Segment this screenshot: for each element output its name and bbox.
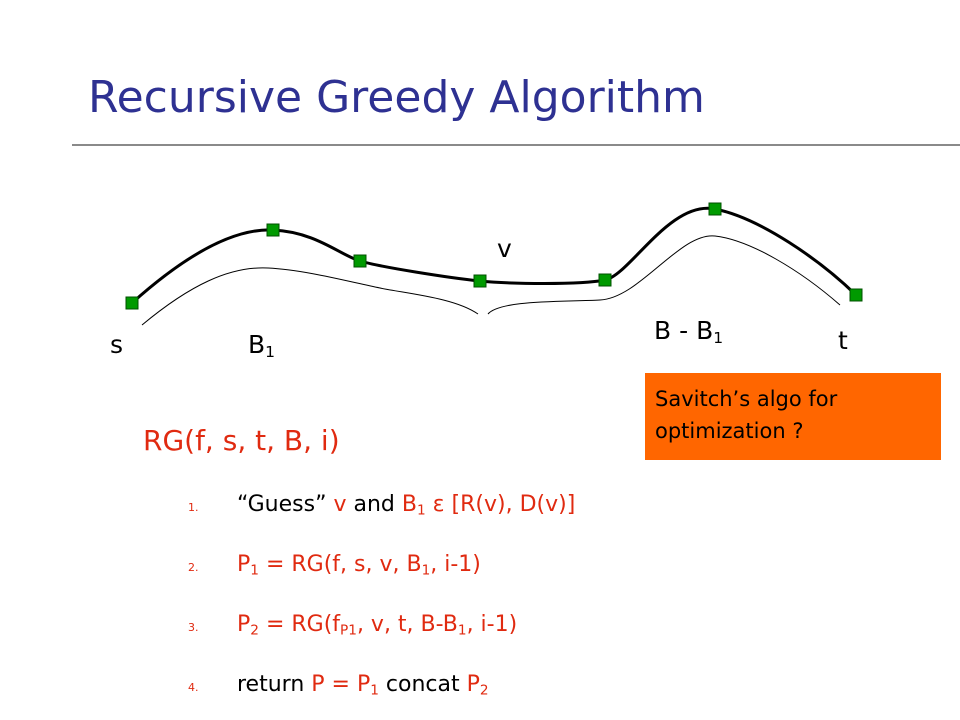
step: 1. “Guess” v and B1 ε [R(v), D(v)]: [188, 492, 575, 518]
text-run: B: [401, 492, 417, 517]
text-run: s: [110, 330, 124, 359]
step-number: 1.: [188, 501, 199, 514]
text-run: v: [333, 492, 347, 517]
subscript: 1: [457, 622, 467, 639]
diagram-label: v: [497, 234, 512, 263]
step: 4. return P = P1 concat P2: [188, 672, 489, 698]
step-number: 2.: [188, 561, 199, 574]
node: [473, 274, 487, 288]
text-run: B: [248, 330, 266, 359]
subscript: 2: [250, 622, 259, 639]
text-run: RG(f, s, t, B, i): [143, 424, 340, 457]
subscript: 2: [479, 682, 489, 699]
text-run: = RG(f, s, v, B: [258, 552, 422, 577]
step: 3. P2 = RG(fP1, v, t, B-B1, i-1): [188, 612, 517, 638]
text-run: , i-1): [466, 612, 518, 637]
text-run: return: [237, 672, 312, 697]
note-box: Savitch’s algo for optimization ?: [645, 373, 941, 460]
slide-title: Recursive Greedy Algorithm: [88, 72, 705, 123]
diagram-label: B - B1: [654, 316, 723, 347]
subpath-2: [487, 235, 841, 315]
text-run: = RG(f: [258, 612, 341, 637]
call-heading: RG(f, s, t, B, i): [143, 424, 340, 457]
node: [708, 202, 722, 216]
subscript: 1: [421, 562, 431, 579]
node: [353, 254, 367, 268]
diagram-label: s: [110, 330, 123, 359]
path-curve: [130, 206, 858, 305]
text-run: P: [237, 612, 251, 637]
text-run: t: [838, 326, 848, 355]
node: [125, 296, 139, 310]
node: [266, 223, 280, 237]
diagram-label: B1: [248, 330, 275, 361]
text-run: and: [346, 492, 402, 517]
step-number: 4.: [188, 681, 199, 694]
subscript: 1: [370, 682, 379, 699]
text-run: , i-1): [430, 552, 481, 577]
text-run: concat: [378, 672, 467, 697]
step: 2. P1 = RG(f, s, v, B1, i-1): [188, 552, 481, 578]
node: [849, 288, 863, 302]
subscript: 1: [265, 342, 276, 361]
text-run: P: [466, 672, 480, 697]
subpath-1: [141, 267, 479, 326]
text-run: P: [237, 552, 251, 577]
text-run: v: [497, 234, 512, 263]
text-run: B - B: [654, 316, 714, 345]
subscript: P1: [340, 622, 357, 639]
subscript: 1: [416, 502, 426, 519]
diagram-label: t: [838, 326, 848, 355]
nodes: [125, 202, 863, 310]
text-run: , v, t, B-B: [356, 612, 458, 637]
subscript: 1: [250, 562, 259, 579]
step-number: 3.: [188, 621, 199, 634]
text-run: “Guess”: [237, 492, 334, 517]
subscript: 1: [713, 328, 724, 347]
text-run: P = P: [311, 672, 371, 697]
title-rule: [72, 144, 960, 146]
node: [598, 273, 612, 287]
text-run: ε [R(v), D(v)]: [425, 492, 576, 517]
note-line: Savitch’s algo for: [655, 387, 838, 411]
note-line: optimization ?: [655, 419, 804, 443]
